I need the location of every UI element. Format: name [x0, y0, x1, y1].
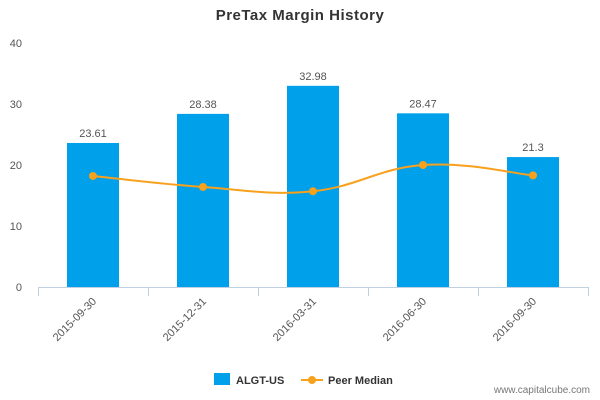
peer-median-point [419, 161, 427, 169]
x-tick-label: 2015-12-31 [161, 296, 209, 344]
y-tick-label: 10 [10, 221, 22, 233]
chart-title: PreTax Margin History [215, 7, 385, 24]
peer-median-point [199, 182, 207, 191]
x-tick-label: 2016-09-30 [491, 296, 539, 344]
bar [287, 85, 339, 288]
bar [67, 142, 119, 287]
data-label: 23.61 [79, 128, 107, 140]
data-label: 21.3 [522, 142, 543, 154]
bar [177, 113, 229, 287]
legend-swatch-algt [214, 373, 230, 385]
watermark: www.capitalcube.com [493, 385, 590, 396]
x-tick-label: 2016-03-31 [271, 296, 319, 344]
x-tick-label: 2015-09-30 [51, 296, 99, 344]
x-tick-label: 2016-06-30 [381, 296, 429, 344]
y-tick-label: 20 [10, 160, 22, 172]
peer-median-point [309, 187, 317, 196]
legend-label-algt: ALGT-US [236, 375, 284, 387]
bar [397, 113, 449, 287]
data-label: 32.98 [299, 71, 327, 83]
legend-swatch-peer-point [308, 376, 316, 384]
data-label: 28.38 [189, 99, 217, 111]
data-label: 28.47 [409, 98, 437, 110]
y-tick-label: 40 [10, 38, 22, 50]
peer-median-point [529, 171, 537, 180]
y-tick-label: 0 [16, 282, 22, 294]
y-tick-label: 30 [10, 99, 22, 111]
peer-median-point [89, 171, 97, 180]
legend-label-peer: Peer Median [328, 375, 393, 387]
